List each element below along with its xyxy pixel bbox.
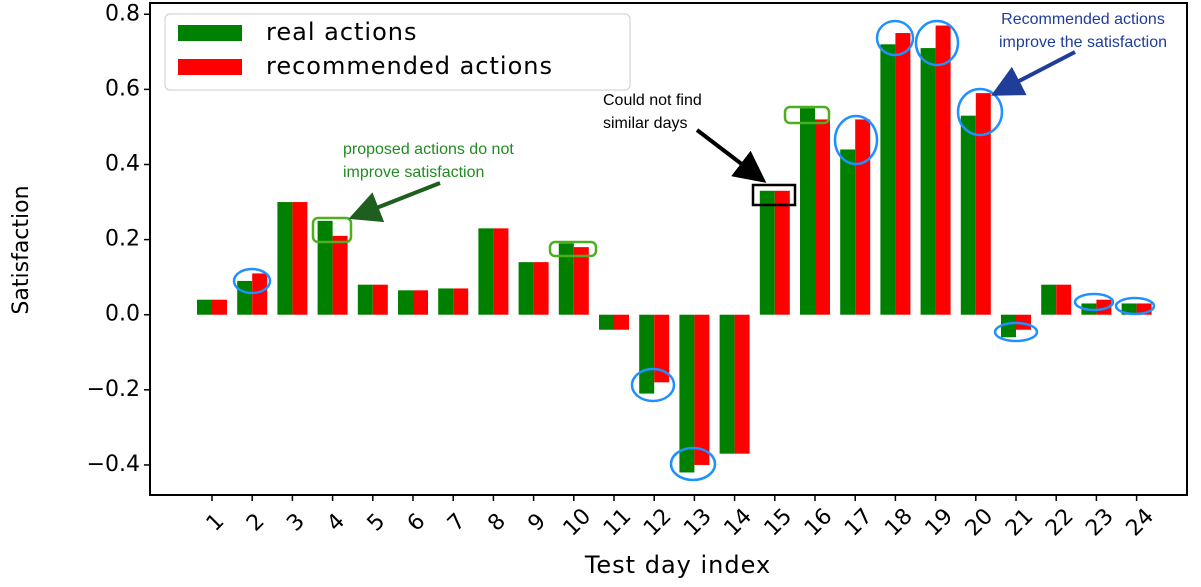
bar <box>357 284 373 315</box>
bar <box>855 119 871 315</box>
y-tick-label: 0.6 <box>105 76 140 101</box>
bar <box>960 115 976 315</box>
bar <box>935 25 951 315</box>
bar <box>533 262 549 315</box>
bar <box>654 314 670 383</box>
x-tick-label: 16 <box>800 504 837 541</box>
x-tick-label: 19 <box>921 504 958 541</box>
bar <box>1056 284 1072 315</box>
bar <box>438 288 454 315</box>
x-axis-label: Test day index <box>584 551 771 579</box>
legend-label: real actions <box>266 18 418 46</box>
x-tick-label: 11 <box>599 504 636 541</box>
bar <box>815 119 830 315</box>
x-tick-label: 10 <box>559 504 596 541</box>
annotation: improve satisfaction <box>343 164 484 181</box>
bar <box>759 190 775 315</box>
x-tick-label: 18 <box>880 504 917 541</box>
bar <box>252 273 268 315</box>
annotation: proposed actions do not <box>343 141 514 158</box>
x-tick-label: 15 <box>760 504 797 541</box>
bar <box>453 288 469 315</box>
x-tick-label: 9 <box>523 509 551 537</box>
bar <box>800 108 815 315</box>
x-tick-label: 14 <box>720 504 757 541</box>
annotation: Recommended actions <box>1001 11 1165 28</box>
annotation: similar days <box>603 115 687 132</box>
y-axis-label: Satisfaction <box>9 185 34 314</box>
bar <box>518 262 534 315</box>
bar <box>372 284 388 315</box>
plot-frame <box>149 2 1188 496</box>
bar <box>478 228 494 315</box>
bar <box>292 202 308 315</box>
legend-swatch <box>178 59 242 75</box>
bar <box>197 299 212 315</box>
legend <box>164 13 631 91</box>
highlights <box>232 19 1156 482</box>
bar <box>880 44 896 315</box>
bars <box>197 25 1152 473</box>
bar <box>734 314 750 454</box>
bar <box>573 247 589 315</box>
bar <box>277 202 293 315</box>
x-tick-label: 3 <box>282 509 310 537</box>
bar <box>1041 284 1057 315</box>
bar <box>975 93 991 315</box>
x-tick-label: 4 <box>322 509 350 537</box>
x-tick-label: 2 <box>242 509 270 537</box>
x-tick-label: 7 <box>443 509 471 537</box>
bar <box>719 314 735 454</box>
bar <box>1001 314 1016 338</box>
bar <box>237 280 253 315</box>
y-tick-label: −0.2 <box>87 377 140 402</box>
x-tick-label: 6 <box>403 509 431 537</box>
bar <box>413 290 428 315</box>
x-tick-label: 5 <box>363 509 391 537</box>
bar <box>639 314 655 394</box>
x-tick-label: 22 <box>1041 504 1078 541</box>
bar <box>774 190 790 315</box>
bar <box>840 149 856 315</box>
bar <box>1136 303 1152 315</box>
y-tick-label: 0.4 <box>105 151 140 176</box>
x-tick-label: 17 <box>840 504 877 541</box>
bar <box>920 48 936 315</box>
bar <box>317 220 333 315</box>
x-tick-label: 20 <box>961 504 998 541</box>
x-tick-label: 1 <box>202 509 230 537</box>
y-tick-label: 0.8 <box>105 1 140 26</box>
bar <box>398 290 413 315</box>
x-tick-label: 13 <box>679 504 716 541</box>
legend-label: recommended actions <box>266 52 553 80</box>
bar <box>558 243 574 315</box>
bar <box>895 33 911 315</box>
bar <box>493 228 509 315</box>
y-tick-label: 0.0 <box>105 302 140 327</box>
bar <box>1096 299 1112 315</box>
legend-swatch <box>178 25 242 41</box>
x-tick-label: 23 <box>1081 504 1118 541</box>
annotation: Could not find <box>603 92 702 109</box>
bar <box>599 314 614 330</box>
x-tick-label: 21 <box>1001 504 1038 541</box>
annotation: improve the satisfaction <box>999 34 1167 51</box>
bar <box>332 235 348 315</box>
bar <box>614 314 629 330</box>
bar <box>1121 303 1137 315</box>
bar <box>679 314 695 473</box>
x-tick-label: 8 <box>483 509 511 537</box>
x-tick-label: 12 <box>639 504 676 541</box>
bar <box>694 314 710 465</box>
x-tick-label: 24 <box>1122 504 1159 541</box>
y-tick-label: −0.4 <box>87 452 140 477</box>
y-tick-label: 0.2 <box>105 227 140 252</box>
bar <box>1016 314 1031 330</box>
bar <box>212 299 227 315</box>
